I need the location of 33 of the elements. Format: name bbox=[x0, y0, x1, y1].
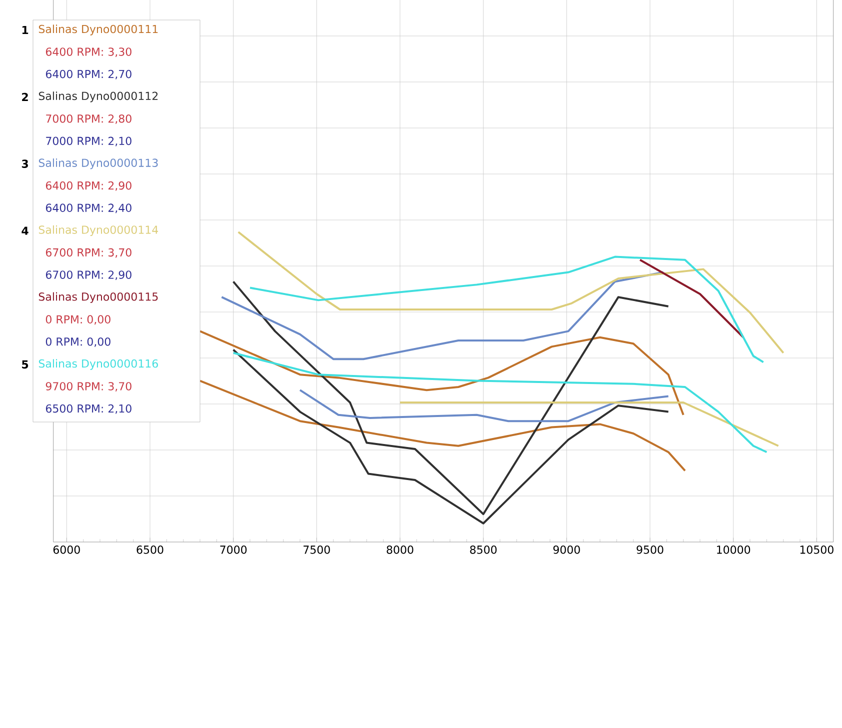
x-tick-label: 10500 bbox=[800, 546, 834, 554]
x-tick-label: 7500 bbox=[304, 546, 330, 554]
x-tick-label: 9500 bbox=[636, 546, 664, 554]
text: Salinas Dyno0000115 bbox=[38, 292, 158, 303]
x-tick-label: 6500 bbox=[136, 546, 164, 554]
text: 1 bbox=[22, 26, 28, 34]
text: 6400 RPM: 2,40 bbox=[46, 204, 132, 214]
text: 7000 RPM: 2,80 bbox=[46, 114, 132, 124]
x-tick-label: 6000 bbox=[53, 546, 80, 554]
x-tick-label: 8000 bbox=[386, 546, 414, 554]
text: 6400 RPM: 3,30 bbox=[46, 48, 132, 58]
text: 6400 RPM: 2,70 bbox=[46, 70, 132, 80]
annotation: 6500 RPM: 2,10 bbox=[46, 404, 132, 414]
text: 2 bbox=[22, 92, 28, 101]
annotation: 6700 RPM: 3,70 bbox=[46, 248, 132, 258]
text: 3 bbox=[22, 160, 28, 168]
annotation: 9700 RPM: 3,70 bbox=[46, 382, 132, 392]
x-tick-label: 10000 bbox=[717, 546, 750, 554]
annotation: 0 RPM: 0,00 bbox=[46, 337, 110, 347]
text: Salinas Dyno0000116 bbox=[38, 359, 158, 370]
text: 4 bbox=[22, 226, 28, 235]
text: Salinas Dyno0000111 bbox=[38, 24, 158, 36]
x-tick-label: 8500 bbox=[470, 546, 497, 554]
x-tick-label: 7000 bbox=[220, 546, 247, 554]
text: Salinas Dyno0000114 bbox=[38, 225, 158, 236]
annotation: 0 RPM: 0,00 bbox=[46, 315, 110, 325]
text: Salinas Dyno0000112 bbox=[38, 92, 158, 102]
text: 7000 RPM: 2,10 bbox=[46, 136, 132, 146]
annotation: 6700 RPM: 2,90 bbox=[46, 270, 132, 280]
text: 5 bbox=[22, 360, 28, 369]
text: Salinas Dyno0000113 bbox=[38, 158, 158, 170]
text: 6400 RPM: 2,90 bbox=[46, 181, 132, 191]
x-tick-label: 9000 bbox=[553, 546, 580, 554]
